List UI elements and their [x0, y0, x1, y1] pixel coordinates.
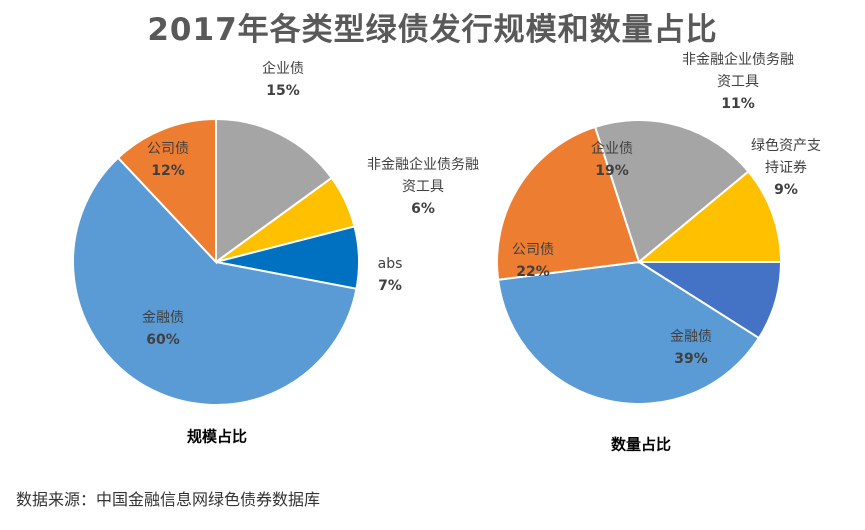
pie-slice-value-label: 19% — [595, 163, 629, 179]
pie-slice — [116, 117, 217, 265]
pie-slice-value-label: 9% — [774, 182, 798, 198]
pie-slice — [72, 156, 358, 406]
chart-title: 2017年各类型绿债发行规模和数量占比 — [147, 12, 718, 48]
pie-slice-category-label: 金融债 — [142, 310, 184, 326]
pie-slice-value-label: 12% — [151, 163, 185, 179]
pie-slice-category-label: 企业债 — [591, 140, 633, 157]
source-note: 数据来源：中国金融信息网绿色债券数据库 — [16, 490, 321, 509]
pie-slice-category-label: abs — [378, 256, 403, 272]
pie-slice-category-label: 公司债 — [512, 242, 554, 258]
pie-slice-category-label: 资工具 — [717, 74, 759, 90]
pie-slice — [496, 125, 641, 281]
pie-slice-category-label: 持证券 — [765, 160, 807, 176]
pie-slice-value-label: 60% — [146, 332, 180, 348]
pie-slice-category-label: 非金融企业债务融 — [367, 156, 479, 173]
pie-slice — [215, 117, 334, 264]
pie-slice-value-label: 22% — [516, 264, 550, 280]
pie-slice-value-label: 39% — [674, 351, 708, 367]
pie-slice-category-label: 非金融企业债务融 — [682, 51, 794, 68]
pie-slice-category-label: 资工具 — [402, 179, 444, 195]
pie-slice-category-label: 绿色资产支 — [751, 137, 821, 154]
pie-slice-value-label: 11% — [721, 96, 755, 112]
pie-slice-value-label: 15% — [266, 83, 300, 99]
pie-chart-title: 规模占比 — [187, 428, 247, 446]
pie-slice — [593, 119, 750, 264]
pie-slice-category-label: 金融债 — [670, 329, 712, 345]
pie-slice — [635, 261, 783, 340]
pie-slice-category-label: 公司债 — [147, 141, 189, 157]
pie-slice — [497, 260, 761, 405]
pie-slice — [636, 170, 783, 263]
pie-slice-value-label: 7% — [378, 278, 402, 294]
pie-slice-value-label: 6% — [411, 201, 435, 217]
pie-slice-category-label: 企业债 — [262, 60, 304, 77]
pie-chart-title: 数量占比 — [611, 436, 671, 454]
